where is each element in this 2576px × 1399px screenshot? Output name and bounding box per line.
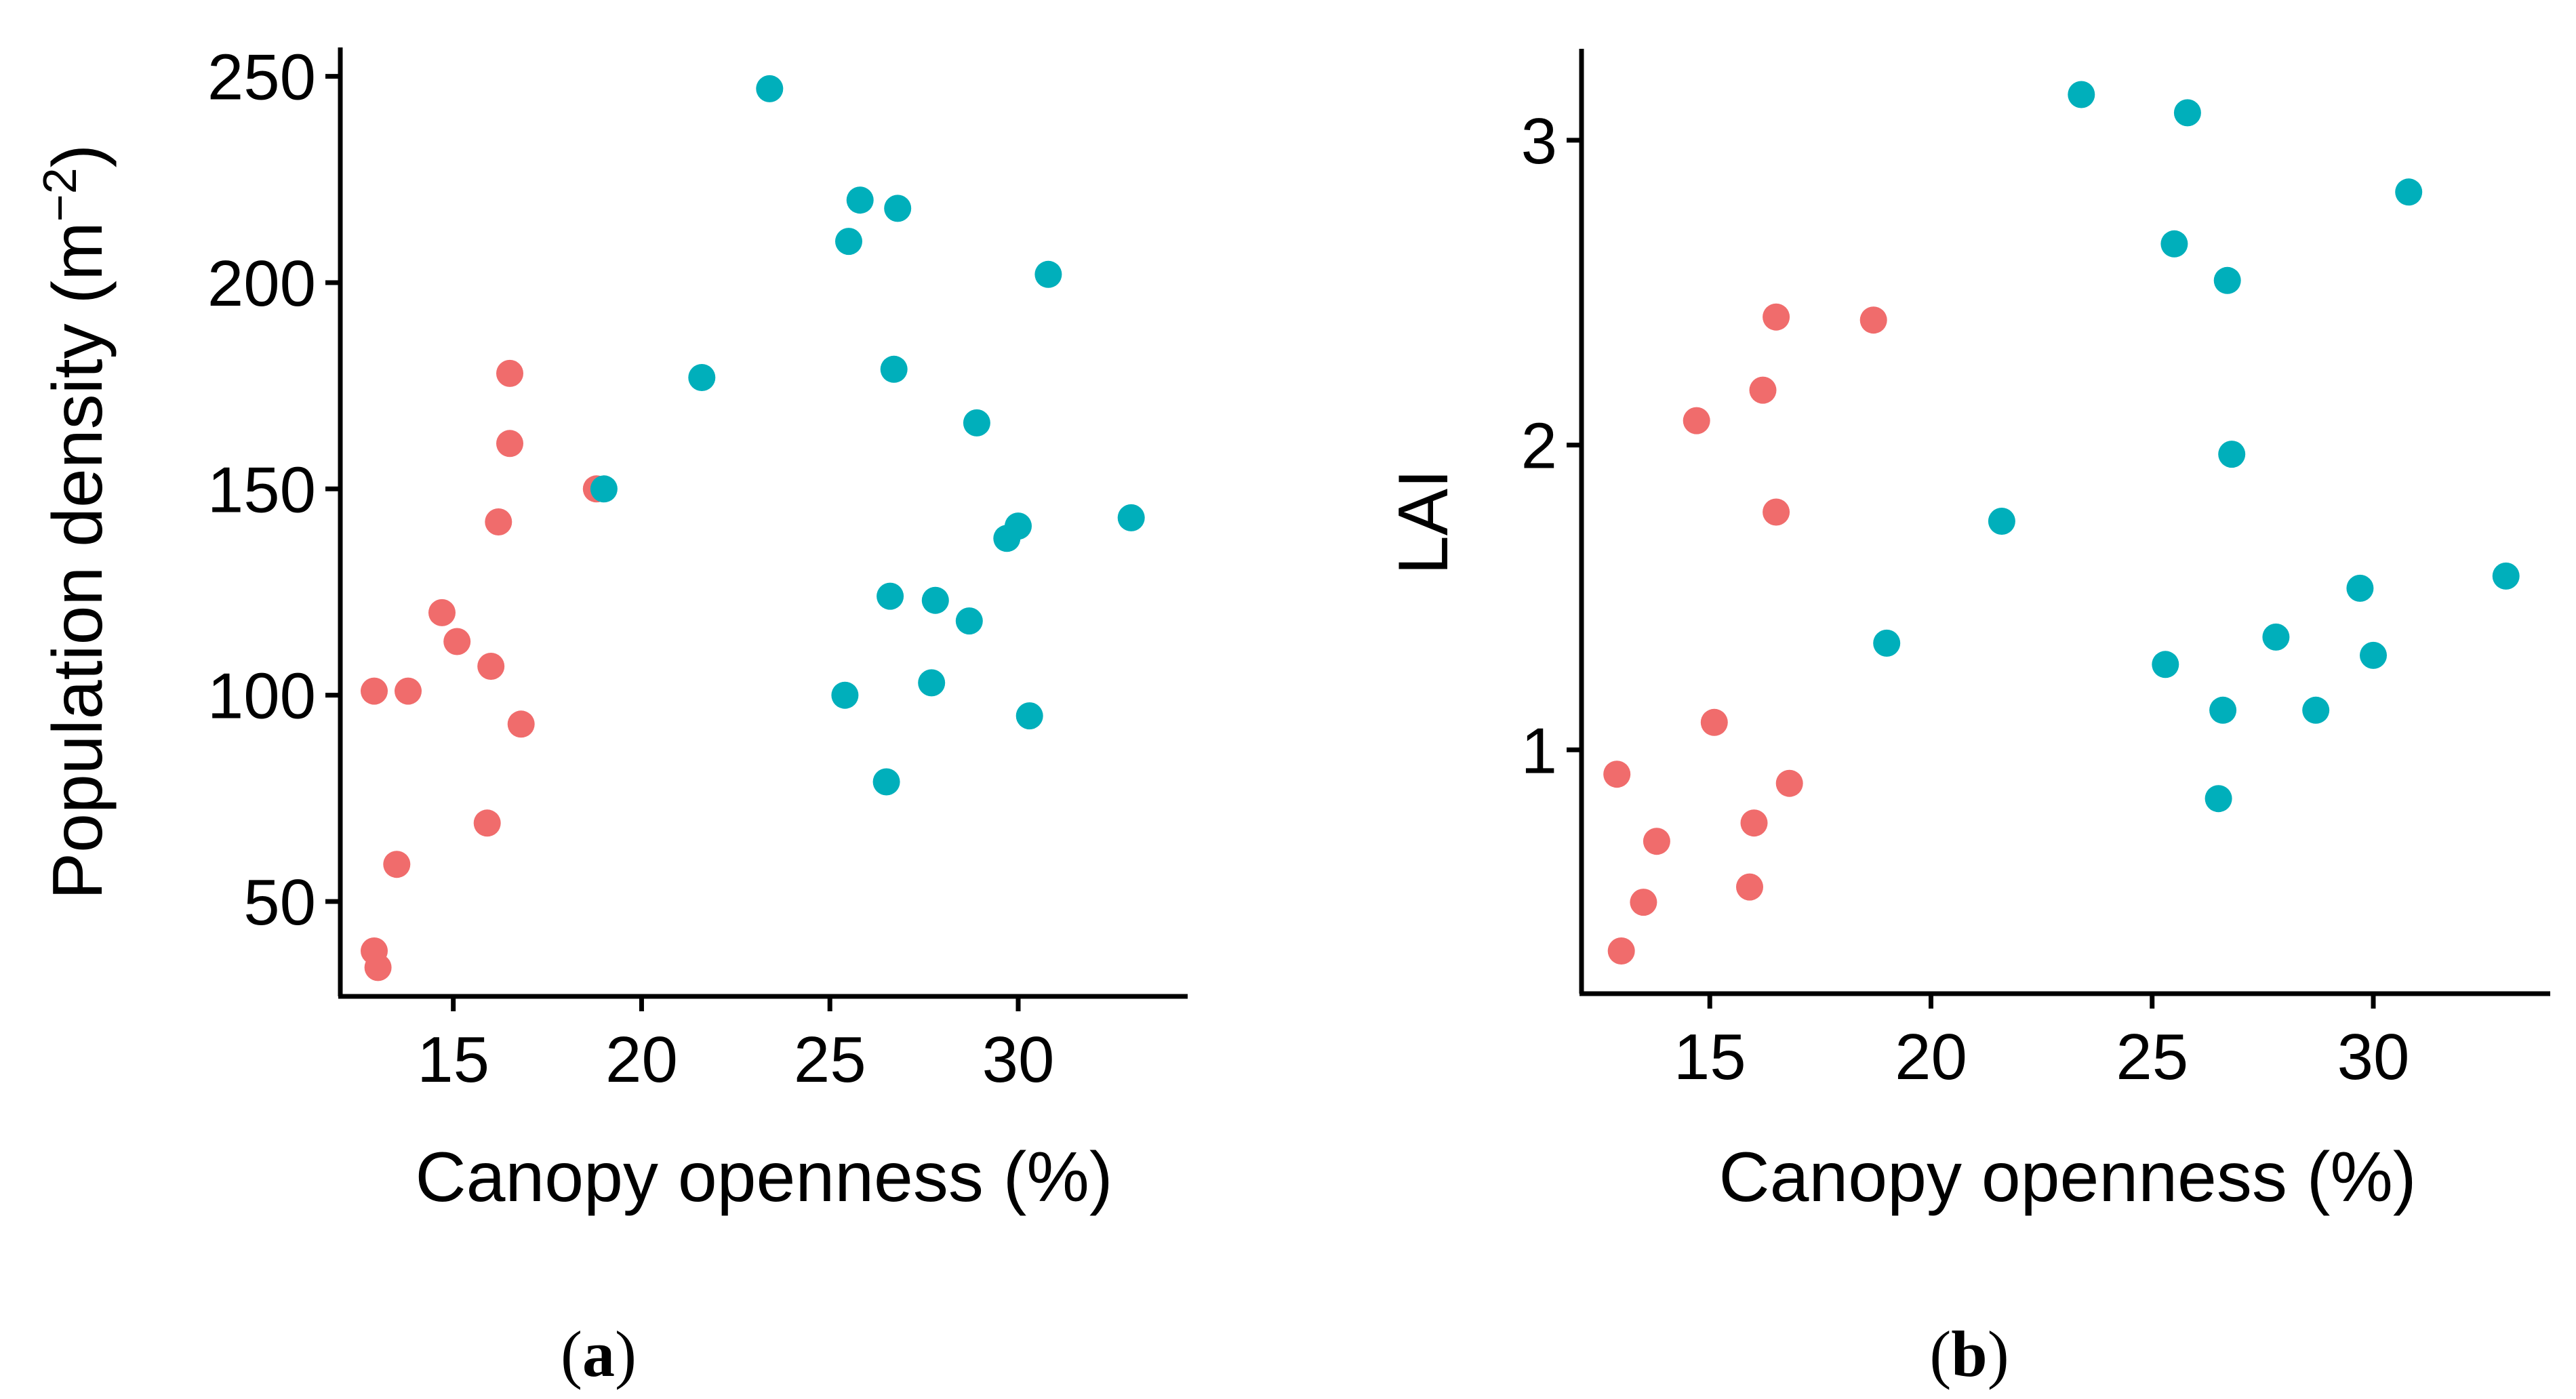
panel-a-y-tick-label-150: 150	[207, 453, 316, 526]
panel-a-x-ticks: 15 20 25 30	[417, 996, 1054, 1096]
panel-b-group-1-point-7	[1736, 873, 1763, 901]
panel-a-y-ticks: 50 100 150 200 250	[207, 41, 340, 939]
panel-a-group-1-point-13	[507, 710, 535, 738]
panel-a-group-2-point-17	[1015, 702, 1043, 730]
panel-a-group-1-point-11	[496, 359, 523, 387]
panel-a-y-axis-title-close: )	[39, 144, 117, 168]
panel-a-x-tick-label-20: 20	[605, 1023, 678, 1096]
panel-b-group-2-point-8	[2209, 696, 2237, 724]
panel-a-group-2-point-14	[963, 409, 990, 437]
panel-b-group-1-point-3	[1630, 889, 1657, 916]
panel-a-label: (a)	[561, 1318, 637, 1390]
panel-a: 50 100 150 200 250 15 20 25 30 Canopy openness …	[33, 41, 1188, 1390]
panel-b-group-2-point-4	[2152, 651, 2179, 678]
panel-b-group-2-point-12	[2302, 696, 2330, 724]
panel-b-group-1-point-8	[1740, 809, 1768, 837]
panel-a-y-axis-title-text: Population density (m	[39, 222, 117, 899]
panel-b-group-2-point-13	[2346, 574, 2374, 602]
panel-b-y-axis-title: LAI	[1384, 469, 1463, 575]
panel-b-label: (b)	[1929, 1318, 2009, 1390]
panel-b-group-1-point-4	[1643, 828, 1670, 855]
panel-b-group-2-point-7	[2205, 785, 2232, 813]
panel-a-label-letter: a	[582, 1318, 615, 1390]
panel-b-group-2-point-1	[1873, 629, 1901, 657]
panel-b-group-2-point-9	[2213, 266, 2241, 294]
panel-a-group-2-point-6	[846, 186, 874, 214]
panel-b-group-1-point-5	[1683, 407, 1710, 434]
panel-a-group-1-point-12	[496, 430, 523, 458]
panel-b-label-letter: b	[1951, 1318, 1987, 1390]
panel-b-group-1-point-2	[1607, 937, 1635, 965]
panel-a-y-tick-label-100: 100	[207, 660, 316, 733]
panel-b-x-tick-label-25: 25	[2116, 1021, 2188, 1093]
panel-a-y-tick-label-50: 50	[243, 866, 316, 939]
panel-a-group-2-point-13	[955, 607, 983, 635]
panel-a-group-2-point-18	[1034, 260, 1062, 288]
panel-a-x-tick-label-25: 25	[794, 1023, 866, 1096]
panel-a-group-1-point-5	[395, 677, 422, 705]
panel-b-points	[1603, 81, 2520, 965]
panel-a-x-tick-label-15: 15	[417, 1023, 489, 1096]
panel-a-y-axis-title: Population density (m−2)	[33, 144, 117, 900]
panel-a-y-axis-title-sup: −2	[33, 167, 86, 222]
panel-b-group-1-point-10	[1763, 303, 1790, 331]
panel-b-group-1-point-13	[1859, 306, 1887, 334]
panel-b-group-1-point-12	[1775, 769, 1803, 797]
panel-b-group-2-point-2	[1988, 508, 2015, 535]
panel-b-group-2-point-16	[2492, 562, 2520, 590]
panel-b-group-1-point-1	[1603, 761, 1631, 788]
panel-a-group-1-point-7	[443, 628, 471, 655]
panel-a-group-2-point-11	[918, 669, 946, 697]
panel-a-group-2-point-8	[877, 582, 904, 610]
panel-b-group-1-point-6	[1700, 708, 1728, 736]
panel-b-x-tick-label-20: 20	[1895, 1021, 1967, 1093]
panel-a-group-2-point-2	[688, 364, 716, 391]
panel-b-group-1-point-11	[1763, 498, 1790, 526]
panel-a-label-open: (	[561, 1318, 582, 1390]
panel-a-group-2-point-3	[756, 75, 784, 102]
panel-a-group-2-point-7	[872, 768, 900, 796]
panel-a-group-1-point-6	[428, 599, 456, 626]
panel-b-group-2-point-6	[2173, 99, 2201, 127]
panel-b-group-2-point-14	[2360, 641, 2387, 669]
panel-b-x-tick-label-15: 15	[1674, 1021, 1746, 1093]
panel-b-x-axis-title: Canopy openness (%)	[1718, 1138, 2416, 1217]
panel-b-group-2-point-5	[2160, 230, 2188, 258]
panel-b-label-open: (	[1929, 1318, 1951, 1390]
panel-b-y-tick-label-1: 1	[1521, 714, 1557, 787]
panel-a-group-1-point-3	[361, 677, 388, 705]
panel-a-group-2-point-1	[590, 475, 618, 503]
panel-b: 1 2 3 15 20 25 30 Canopy openness (%) LAI (b)	[1384, 49, 2550, 1390]
panel-b-group-2-point-15	[2395, 178, 2423, 206]
panel-a-y-tick-label-200: 200	[207, 247, 316, 320]
panel-a-group-1-point-9	[477, 653, 505, 680]
panel-a-group-2-point-19	[1117, 504, 1145, 531]
panel-a-x-tick-label-30: 30	[982, 1023, 1055, 1096]
panel-a-x-axis-title: Canopy openness (%)	[415, 1138, 1112, 1217]
panel-b-x-tick-label-30: 30	[2337, 1021, 2410, 1093]
panel-a-group-2-point-16	[1005, 512, 1032, 540]
panel-b-group-2-point-11	[2262, 623, 2290, 651]
panel-a-group-2-point-5	[835, 228, 862, 256]
panel-a-group-2-point-9	[880, 355, 908, 383]
panel-b-x-ticks: 15 20 25 30	[1674, 994, 2410, 1093]
panel-a-group-1-point-4	[383, 851, 411, 878]
panel-a-group-1-point-8	[473, 809, 501, 837]
panel-b-y-ticks: 1 2 3	[1521, 105, 1582, 787]
panel-a-group-2-point-12	[921, 586, 949, 614]
panel-a-group-2-point-4	[831, 681, 859, 709]
panel-a-group-1-point-2	[364, 954, 392, 981]
panel-a-label-close: )	[615, 1318, 637, 1390]
panel-b-y-tick-label-2: 2	[1521, 410, 1557, 483]
panel-b-group-2-point-10	[2218, 441, 2246, 468]
panel-a-group-2-point-10	[884, 195, 912, 222]
panel-a-group-1-point-10	[485, 508, 512, 535]
panel-b-y-tick-label-3: 3	[1521, 105, 1557, 178]
panel-b-label-close: )	[1988, 1318, 2009, 1390]
panel-b-group-2-point-3	[2068, 81, 2095, 108]
panel-a-y-tick-label-250: 250	[207, 41, 316, 114]
panel-a-points	[361, 75, 1145, 981]
panel-b-group-1-point-9	[1749, 376, 1777, 404]
